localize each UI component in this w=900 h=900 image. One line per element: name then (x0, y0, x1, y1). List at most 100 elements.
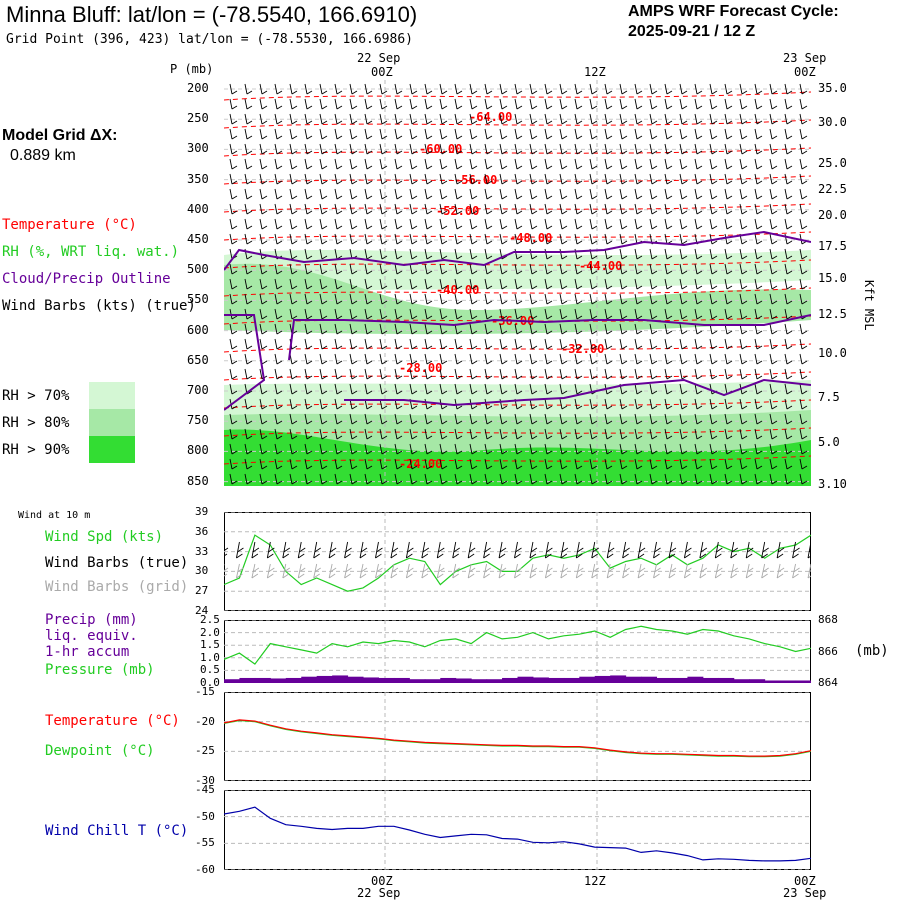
wind-barb (349, 338, 358, 350)
wind-barb (469, 323, 478, 335)
wind-barb (679, 308, 688, 320)
wind-barb (799, 248, 808, 260)
wind-barb (634, 188, 643, 200)
wind-barb (649, 368, 658, 380)
wind-barb (589, 188, 598, 200)
wind-barb (514, 143, 523, 155)
wind-barb-grid (514, 563, 522, 579)
wind-barb (409, 218, 418, 230)
height-tick-label: 20.0 (818, 208, 847, 222)
wind-barb (439, 158, 448, 170)
wind-barb (469, 458, 478, 470)
wind-barb (664, 278, 673, 290)
wind-barb (559, 218, 568, 230)
wind-barb (439, 113, 448, 125)
wind-chill-tick: -45 (195, 783, 215, 796)
wind-barb (559, 158, 568, 170)
wind-barb (799, 218, 808, 230)
wind-barb (364, 263, 373, 275)
wind-barb (679, 383, 688, 395)
wind-barb (799, 383, 808, 395)
pressure-tick-label: 400 (187, 201, 209, 216)
wind-barb (304, 443, 313, 455)
wind-barb (484, 368, 493, 380)
wind-barb (484, 428, 493, 440)
pressure-tick-label: 750 (187, 413, 209, 428)
wind-barb (469, 203, 478, 215)
wind-barb (679, 368, 688, 380)
wind-barb (739, 428, 748, 440)
wind-barb (784, 308, 793, 320)
wind-barb-grid (529, 563, 538, 579)
wind-barb (514, 83, 523, 95)
wind-barb (244, 278, 253, 290)
wind-barb-true (606, 541, 615, 559)
wind-barb (559, 338, 568, 350)
wind-barb (484, 218, 493, 230)
wind-barb-grid (699, 563, 708, 579)
wind-barb (544, 278, 553, 290)
wind-barb (619, 353, 628, 365)
precip-tick: 0.5 (200, 663, 220, 677)
series-line-pressure (224, 625, 811, 665)
wind-barb (784, 443, 793, 455)
height-axis-title: Kft MSL (862, 280, 876, 331)
precip-bar (563, 677, 580, 683)
wind-barb (469, 173, 478, 185)
wind-barb (529, 113, 538, 125)
wind-barb (349, 83, 358, 95)
wind-barb (649, 428, 658, 440)
wind-barb (739, 158, 748, 170)
wind-barb (754, 203, 763, 215)
wind-barb (769, 128, 778, 140)
wind-barb (439, 383, 448, 395)
legend-rh: RH (%, WRT liq. wat.) (2, 244, 180, 260)
wind-barb (799, 398, 808, 410)
wind-barb (589, 113, 598, 125)
pressure-axis-title: P (mb) (170, 62, 214, 76)
pressure-tick-label: 450 (187, 232, 209, 246)
wind-barb (379, 233, 388, 245)
wind-barb (364, 308, 373, 320)
wind-barb-true (544, 541, 553, 559)
wind-barb (274, 473, 283, 485)
wind-barb (589, 458, 598, 470)
wind-barb (799, 293, 808, 305)
wind-barb (244, 428, 253, 440)
wind-barb (379, 83, 388, 95)
wind-barb-true (421, 541, 430, 559)
wind-barb (664, 428, 673, 440)
wind-barb-grid (653, 563, 661, 579)
wind-barb (529, 293, 538, 305)
legend-wind-speed: Wind Spd (kts) (45, 529, 164, 545)
wind-barb (679, 263, 688, 275)
isotherm-label: -24.00 (399, 457, 442, 471)
series-line-temperature-c- (224, 719, 811, 757)
series-line-wind-chill-t-c- (224, 806, 811, 862)
wind-barb (649, 248, 658, 260)
wind-barb (304, 188, 313, 200)
wind-barb (709, 308, 718, 320)
wind-barb (619, 278, 628, 290)
isotherm-line (224, 119, 811, 129)
wind-barb (439, 458, 448, 470)
wind-barb (244, 443, 253, 455)
wind-barb (394, 143, 403, 155)
wind-barb (274, 398, 283, 410)
wind-barb (754, 398, 763, 410)
wind-barb (259, 173, 268, 185)
wind-barb (244, 338, 253, 350)
precip-bar (749, 679, 766, 683)
wind-barb (259, 233, 268, 245)
wind-barb (724, 353, 733, 365)
wind-barb (634, 143, 643, 155)
wind-barb (274, 308, 283, 320)
precip-bar (671, 677, 688, 683)
wind-barb (364, 188, 373, 200)
wind-barb-grid (328, 563, 337, 579)
wind-barb (499, 323, 508, 335)
temperature-tick: -30 (195, 774, 215, 787)
wind-barb (379, 263, 388, 275)
wind-barb (349, 323, 358, 335)
wind-barb (454, 353, 463, 365)
